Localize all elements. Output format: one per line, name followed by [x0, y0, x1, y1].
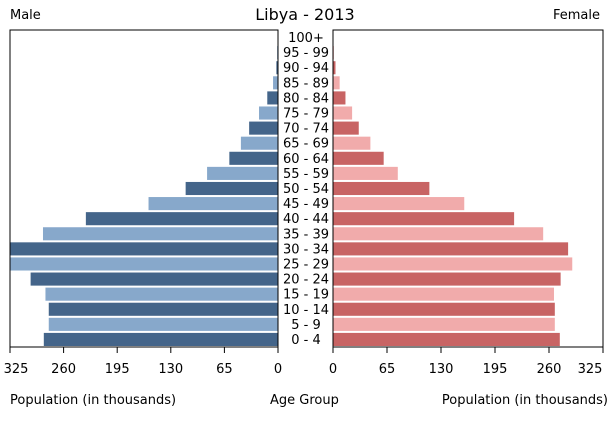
male-tick-label-3: 130 [158, 362, 183, 377]
male-bar-13 [240, 136, 278, 150]
age-label-12: 60 - 64 [283, 152, 329, 167]
x-axis-label-left: Population (in thousands) [10, 393, 177, 408]
female-bar-2 [333, 302, 555, 316]
female-bar-15 [333, 106, 353, 120]
age-label-9: 45 - 49 [283, 197, 329, 212]
x-axis-label-right: Population (in thousands) [441, 393, 608, 408]
male-bar-17 [273, 76, 278, 90]
male-bar-11 [207, 166, 278, 180]
female-bar-18 [333, 61, 336, 75]
age-label-20: 100+ [288, 31, 324, 46]
male-bar-15 [259, 106, 278, 120]
age-label-11: 55 - 59 [283, 167, 329, 182]
male-bar-5 [10, 257, 278, 271]
male-bar-12 [229, 151, 278, 165]
bars-layer [10, 31, 573, 346]
male-tick-label-2: 195 [105, 362, 130, 377]
male-plot-frame [9, 29, 279, 348]
female-tick-label-2: 130 [429, 362, 454, 377]
age-label-6: 30 - 34 [283, 242, 329, 257]
female-bar-0 [333, 332, 560, 346]
female-bar-10 [333, 181, 430, 196]
male-label: Male [10, 8, 41, 23]
female-tick-label-1: 65 [379, 362, 396, 377]
age-label-14: 70 - 74 [283, 122, 329, 137]
female-bar-1 [333, 317, 555, 331]
age-label-0: 0 - 4 [291, 333, 321, 348]
male-tick-label-5: 0 [274, 362, 282, 377]
age-label-2: 10 - 14 [283, 303, 329, 318]
female-bar-7 [333, 227, 544, 241]
female-bar-8 [333, 212, 515, 226]
age-label-18: 90 - 94 [283, 61, 329, 76]
female-tick-label-5: 325 [578, 362, 603, 377]
ticks-layer: 325 260 195 130 65 0 0 65 130 195 260 325 [4, 347, 604, 377]
male-bar-8 [85, 212, 278, 226]
male-tick-label-1: 260 [51, 362, 76, 377]
male-bar-10 [185, 181, 278, 196]
male-bar-9 [148, 197, 278, 211]
age-label-17: 85 - 89 [283, 76, 329, 91]
male-bar-0 [43, 332, 278, 346]
female-bar-13 [333, 136, 371, 150]
female-bar-12 [333, 151, 384, 165]
female-bar-5 [333, 257, 573, 271]
male-bar-16 [267, 91, 278, 105]
male-tick-label-4: 65 [216, 362, 233, 377]
age-label-1: 5 - 9 [291, 318, 321, 333]
plot-frames [9, 29, 604, 348]
female-tick-label-4: 260 [537, 362, 562, 377]
age-label-16: 80 - 84 [283, 91, 329, 106]
female-bar-6 [333, 242, 569, 256]
age-label-5: 25 - 29 [283, 257, 329, 272]
age-label-8: 40 - 44 [283, 212, 329, 227]
chart-title: Libya - 2013 [255, 5, 355, 24]
age-label-15: 75 - 79 [283, 107, 329, 122]
male-bar-2 [48, 302, 278, 316]
female-bar-17 [333, 76, 340, 90]
female-tick-label-3: 195 [483, 362, 508, 377]
male-bar-6 [10, 242, 278, 256]
age-label-4: 20 - 24 [283, 273, 329, 288]
male-bar-3 [45, 287, 278, 301]
age-label-19: 95 - 99 [283, 46, 329, 61]
female-bar-14 [333, 121, 359, 135]
female-bar-11 [333, 166, 398, 180]
male-bar-14 [249, 121, 278, 135]
female-bar-9 [333, 197, 465, 211]
age-label-13: 65 - 69 [283, 137, 329, 152]
male-bar-18 [276, 61, 278, 75]
age-label-7: 35 - 39 [283, 227, 329, 242]
female-bar-4 [333, 272, 561, 286]
male-bar-7 [42, 227, 278, 241]
female-label: Female [552, 8, 600, 23]
age-label-10: 50 - 54 [283, 182, 329, 197]
male-bar-1 [48, 317, 278, 331]
female-plot-frame [332, 29, 604, 348]
age-label-3: 15 - 19 [283, 288, 329, 303]
female-bar-16 [333, 91, 346, 105]
age-group-axis-label: Age Group [270, 393, 339, 408]
female-bar-3 [333, 287, 554, 301]
female-tick-label-0: 0 [329, 362, 337, 377]
male-tick-label-0: 325 [4, 362, 29, 377]
male-bar-4 [30, 272, 278, 286]
